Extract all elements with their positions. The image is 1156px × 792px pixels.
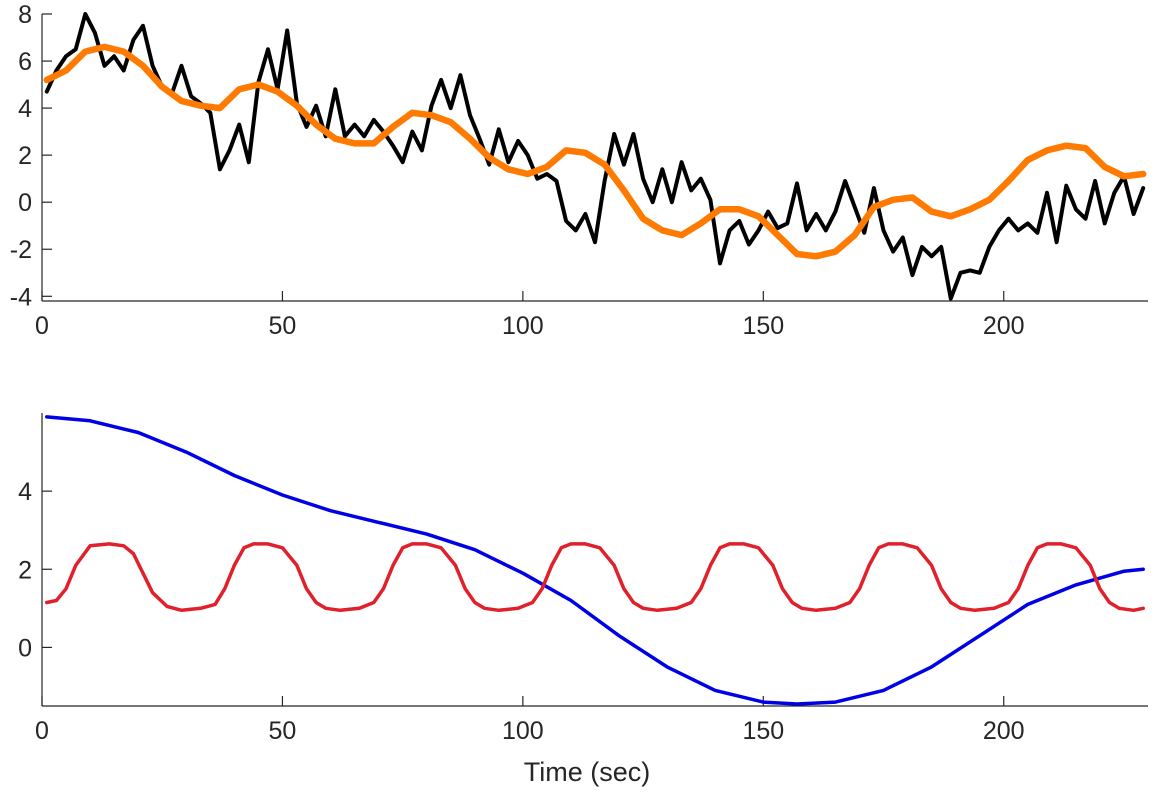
- top-y-tick-label: 8: [18, 1, 32, 29]
- top-y-tick-label: 6: [18, 48, 32, 76]
- bottom-y-tick-label: 0: [18, 634, 32, 662]
- bottom-slow-component-line: [45, 415, 1145, 706]
- top-y-tick-label: 4: [18, 95, 32, 123]
- bottom-x-tick-label: 200: [983, 717, 1025, 745]
- bottom-periodic-component-line: [45, 542, 1145, 613]
- top-x-tick-label: 200: [983, 312, 1025, 340]
- top-panel: 0 50 100 150 200 8 6 4 2 0 -2 -4: [10, 1, 1148, 340]
- top-x-tick-label: 150: [742, 312, 784, 340]
- bottom-y-tick-label: 4: [18, 478, 32, 506]
- bottom-x-tick-label: 0: [35, 717, 49, 745]
- bottom-y-tick-label: 2: [18, 556, 32, 584]
- bottom-x-axis-label: Time (sec): [524, 757, 651, 787]
- top-x-tick-label: 100: [502, 312, 544, 340]
- top-y-tick-label: -4: [10, 283, 32, 311]
- bottom-x-tick-label: 150: [742, 717, 784, 745]
- top-y-tick-label: 0: [18, 189, 32, 217]
- bottom-panel: 0 50 100 150 200 4 2 0 Time (sec): [18, 413, 1148, 787]
- top-x-tick-label: 0: [35, 312, 49, 340]
- top-raw-signal-line: [44, 12, 1146, 301]
- bottom-x-tick-label: 50: [269, 717, 297, 745]
- bottom-x-tick-label: 100: [502, 717, 544, 745]
- top-smoothed-signal-line: [43, 43, 1147, 260]
- top-x-tick-label: 50: [269, 312, 297, 340]
- top-y-tick-label: -2: [10, 236, 32, 264]
- top-y-tick-label: 2: [18, 142, 32, 170]
